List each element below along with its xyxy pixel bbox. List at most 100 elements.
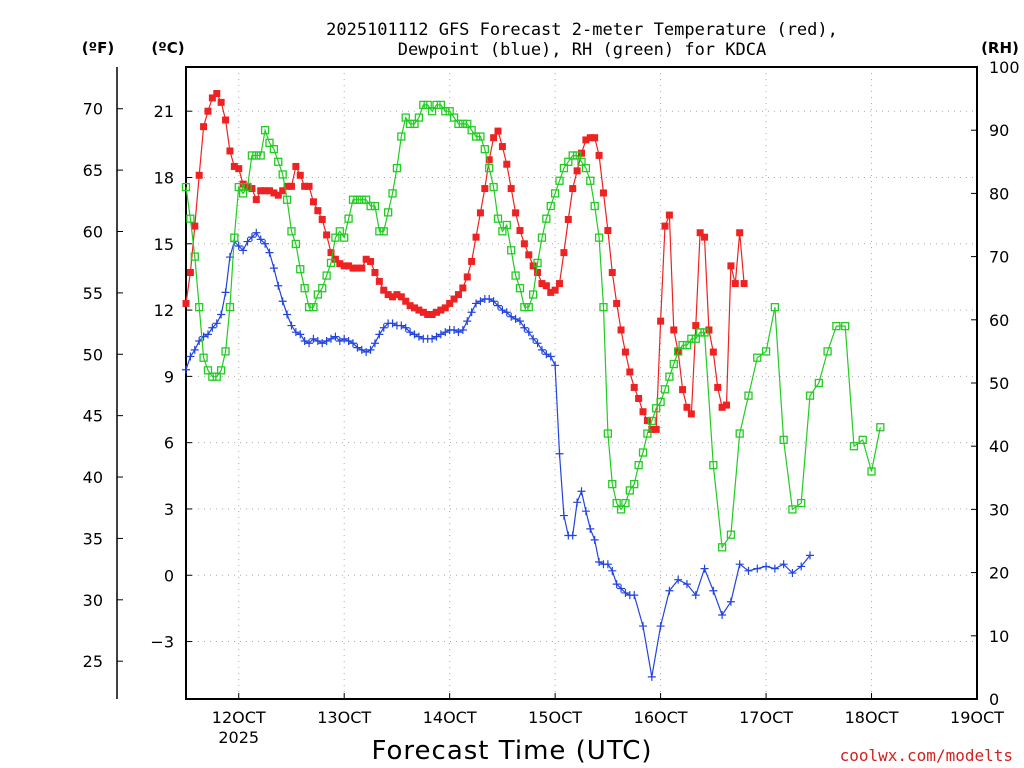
temperature-point	[643, 417, 651, 425]
rh-point	[779, 435, 788, 445]
dewpoint-point	[788, 569, 797, 578]
temperature-point	[512, 209, 520, 217]
rh-point	[427, 107, 437, 116]
temperature-point	[670, 326, 678, 334]
rh-point	[542, 214, 551, 223]
temperature-point	[415, 306, 423, 314]
dewpoint-point	[265, 248, 274, 257]
rh-point	[291, 239, 301, 249]
dewpoint-point	[630, 591, 639, 600]
temperature-point	[569, 185, 577, 193]
temperature-point	[723, 401, 731, 409]
dewpoint-point	[335, 337, 344, 346]
temperature-point	[714, 383, 722, 391]
dewpoint-point	[208, 323, 217, 332]
temperature-point	[736, 229, 744, 237]
time-tick-label: 13OCT	[317, 708, 371, 727]
rh-point	[331, 233, 340, 242]
temperature-point	[217, 98, 225, 106]
dewpoint-point	[608, 566, 617, 575]
dewpoint-point	[182, 365, 190, 374]
rh-point	[625, 486, 634, 495]
dewpoint-point	[313, 337, 322, 346]
temperature-point	[419, 308, 427, 316]
rh-point	[423, 100, 432, 110]
rh-point	[230, 233, 239, 242]
temperature-point	[692, 322, 700, 330]
dewpoint-point	[494, 301, 503, 310]
dewpoint-point	[595, 557, 604, 566]
rh-point	[867, 467, 876, 476]
temperature-point	[248, 185, 256, 193]
dewpoint-point	[524, 328, 533, 337]
dewpoint-point	[344, 337, 353, 346]
dewpoint-point	[656, 622, 665, 631]
temperature-point	[279, 187, 287, 195]
dewpoint-point	[287, 321, 296, 330]
temperature-point	[204, 107, 212, 115]
rh-point	[300, 284, 309, 293]
temperature-point	[595, 151, 603, 159]
rh-point	[414, 113, 424, 122]
rh-point	[594, 233, 604, 242]
dewpoint-point	[502, 308, 511, 317]
temperature-point	[195, 171, 203, 179]
rh-point	[238, 189, 248, 198]
rh-point	[832, 321, 841, 331]
celsius-tick-label: 3	[164, 500, 174, 519]
temperature-point	[393, 291, 401, 299]
dewpoint-point	[489, 297, 498, 306]
dewpoint-point	[586, 524, 595, 533]
temperature-point	[630, 383, 638, 391]
temperature-point	[305, 182, 313, 190]
rh-point	[537, 233, 547, 242]
series-layer	[181, 90, 885, 681]
temperature-point	[705, 326, 713, 334]
rh-point	[195, 303, 204, 312]
dewpoint-point	[665, 586, 674, 595]
rh-unit-label: (RH)	[981, 39, 1019, 57]
dewpoint-point	[617, 584, 626, 593]
dewpoint-point	[269, 264, 278, 273]
temperature-point	[186, 269, 194, 277]
rh-point	[744, 391, 753, 400]
time-tick-label: 16OCT	[634, 708, 688, 727]
rh-point	[577, 157, 586, 166]
temperature-point	[490, 134, 498, 142]
temperature-point	[613, 299, 621, 307]
temperature-point	[740, 280, 748, 288]
rh-point	[405, 119, 415, 129]
temperature-point	[520, 240, 528, 248]
rh-tick-label: 30	[989, 500, 1009, 519]
temperature-point	[578, 149, 585, 157]
dewpoint-point	[234, 241, 243, 250]
rh-point	[669, 359, 678, 369]
rh-point	[208, 372, 217, 381]
rh-point	[590, 201, 599, 211]
temperature-point	[406, 302, 414, 310]
rh-point	[225, 303, 235, 312]
rh-tick-label: 50	[989, 374, 1009, 393]
rh-point	[660, 385, 670, 394]
rh-point	[309, 303, 318, 312]
rh-point	[436, 100, 446, 110]
rh-point	[322, 271, 331, 280]
dewpoint-point	[212, 319, 221, 328]
temperature-point	[503, 160, 511, 168]
rh-point	[630, 479, 639, 489]
rh-point	[761, 347, 771, 356]
rh-line	[185, 104, 881, 549]
rh-point	[419, 100, 428, 110]
temperature-point	[397, 293, 405, 301]
temperature-point	[309, 198, 317, 206]
rh-point	[397, 132, 406, 141]
rh-point	[375, 227, 384, 236]
fahrenheit-tick-label: 70	[83, 100, 103, 119]
celsius-tick-label: 21	[154, 102, 174, 121]
rh-point	[507, 246, 516, 255]
temperature-point	[296, 171, 304, 179]
rh-point	[181, 182, 191, 192]
temperature-point	[701, 233, 709, 241]
temperature-point	[604, 227, 612, 235]
